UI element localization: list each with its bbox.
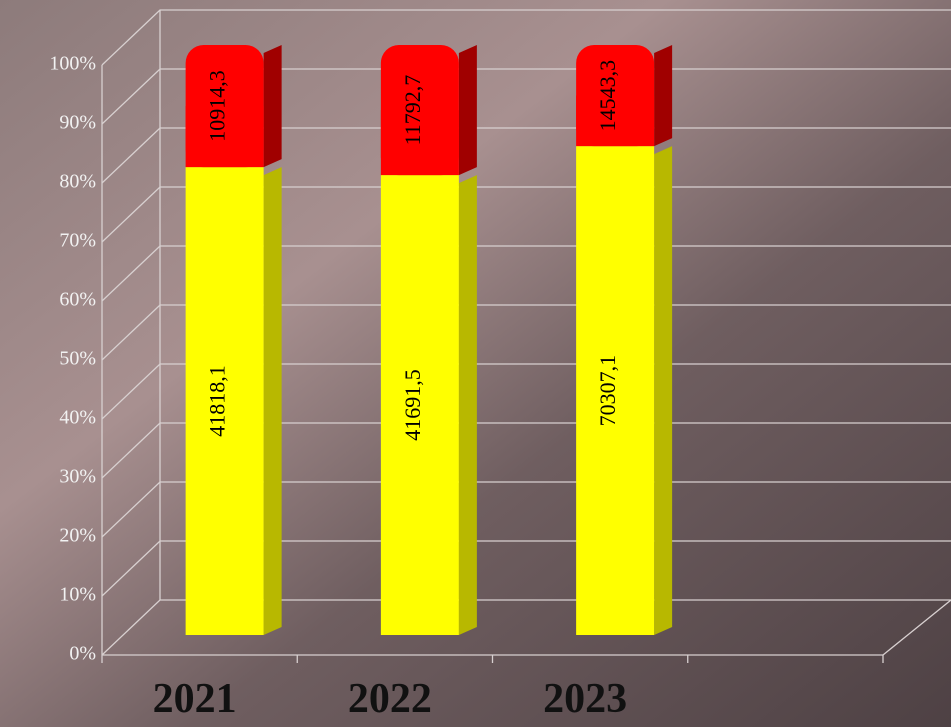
grid-line (101, 127, 951, 184)
bar-side (458, 175, 477, 636)
data-label: 70307,1 (595, 355, 620, 427)
grid-line (101, 68, 951, 125)
grid-line (101, 599, 951, 656)
grid-line (101, 304, 951, 361)
data-label: 14543,3 (595, 60, 620, 132)
y-tick-label: 20% (59, 525, 96, 547)
grid-line (101, 540, 951, 597)
data-label: 41691,5 (400, 369, 425, 441)
y-tick-label: 100% (49, 53, 96, 75)
y-tick-label: 10% (59, 584, 96, 606)
grid-line (101, 422, 951, 479)
grid-line (101, 245, 951, 302)
y-tick-label: 70% (59, 230, 96, 252)
bar-side (263, 167, 282, 636)
grid-line (101, 9, 951, 66)
y-tick-label: 80% (59, 171, 96, 193)
floor-right (882, 599, 951, 656)
grid-line (101, 481, 951, 538)
bar-side (458, 45, 477, 176)
y-tick-label: 0% (69, 643, 96, 665)
bar-side (263, 45, 282, 168)
bar-fill (576, 95, 655, 147)
bar-fill (185, 106, 264, 168)
y-tick-label: 30% (59, 466, 96, 488)
y-tick-label: 40% (59, 407, 96, 429)
x-tick-label: 2021 (153, 676, 237, 722)
bar-fill (380, 110, 459, 176)
bar (185, 167, 264, 636)
x-tick-label: 2022 (348, 676, 432, 722)
plot-area: 0% 10% 20% 30% 40% 50% 60% 70% 80% 90% 100% 2021 418… (49, 9, 951, 722)
bar (576, 146, 655, 635)
bar (380, 175, 459, 636)
y-tick-label: 90% (59, 112, 96, 134)
data-label: 10914,3 (205, 70, 230, 141)
y-tick-label: 60% (59, 289, 96, 311)
bar-side (654, 45, 673, 147)
grid-line (101, 186, 951, 243)
data-label: 41818,1 (205, 365, 230, 437)
x-tick-label: 2023 (543, 676, 627, 722)
grid-line (101, 363, 951, 420)
data-label: 11792,7 (400, 75, 425, 146)
y-tick-label: 50% (59, 348, 96, 370)
bar-side (654, 146, 673, 635)
